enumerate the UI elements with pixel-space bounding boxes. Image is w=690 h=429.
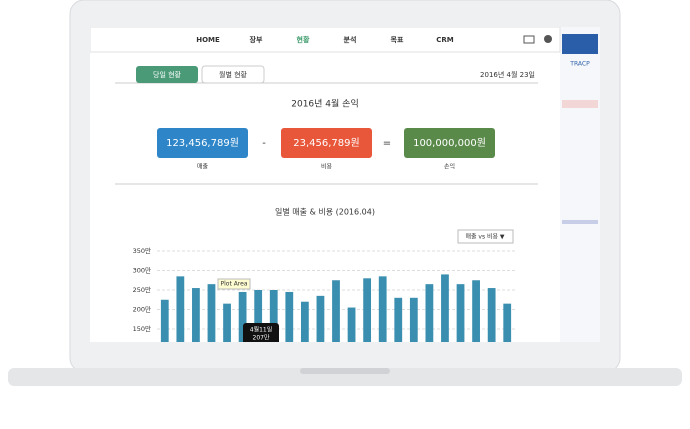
annotation-box xyxy=(217,278,251,290)
annotation: Plot Area xyxy=(220,281,247,288)
operator: = xyxy=(383,138,391,149)
side-panel xyxy=(560,27,600,342)
summary-box xyxy=(281,128,372,158)
bar xyxy=(503,303,512,342)
bar xyxy=(223,303,231,342)
bar xyxy=(363,278,372,342)
bar xyxy=(378,276,387,342)
bar xyxy=(472,280,480,342)
side-icons xyxy=(562,34,598,54)
tab[interactable] xyxy=(201,65,265,84)
chart-title: 일별 매출 & 비용 (2016.04) xyxy=(275,207,375,217)
side-row xyxy=(562,220,598,224)
y-tick-label: 200만 xyxy=(133,305,151,314)
nav-item[interactable]: 분석 xyxy=(344,35,357,44)
summary-value: 100,000,000원 xyxy=(413,137,486,149)
tab-label[interactable]: 월별 현황 xyxy=(219,70,248,79)
bar xyxy=(409,297,418,342)
nav-item[interactable]: 장부 xyxy=(250,35,263,44)
bar xyxy=(160,299,169,342)
dropdown-label[interactable]: 매출 vs 비용 ▼ xyxy=(465,233,504,241)
date: 2016년 4월 23일 xyxy=(480,70,535,79)
summary-title: 2016년 4월 손익 xyxy=(291,98,358,110)
tooltip-date: 4월11일 xyxy=(250,326,273,334)
nav-item[interactable]: 현황 xyxy=(297,35,310,44)
tooltip-box xyxy=(243,323,279,342)
summary-box xyxy=(404,128,495,158)
summary-value: 23,456,789원 xyxy=(293,137,359,149)
bar xyxy=(441,274,449,342)
nav-item[interactable]: 목표 xyxy=(391,35,404,44)
tab-label[interactable]: 당일 현황 xyxy=(153,70,182,79)
bar xyxy=(176,276,185,342)
summary-box xyxy=(157,128,248,158)
operator: - xyxy=(262,138,266,149)
mail-icon[interactable] xyxy=(523,35,535,44)
tab-active[interactable] xyxy=(136,66,198,83)
bar xyxy=(207,284,216,342)
y-tick-label: 150만 xyxy=(133,324,151,333)
side-row xyxy=(562,100,598,108)
bar xyxy=(192,288,200,342)
bar xyxy=(347,307,356,342)
laptop-base xyxy=(8,368,682,386)
bar xyxy=(254,290,263,342)
hinge xyxy=(300,368,390,374)
summary-label: 매출 xyxy=(197,163,209,171)
bar xyxy=(487,288,496,342)
bar xyxy=(269,290,278,342)
settings-icon[interactable] xyxy=(544,35,552,43)
summary-value: 123,456,789원 xyxy=(166,137,239,149)
bar xyxy=(238,291,247,342)
nav-bar xyxy=(90,27,561,53)
y-tick-label: 350만 xyxy=(133,246,151,255)
summary-label: 비용 xyxy=(321,163,333,171)
bar xyxy=(425,284,434,342)
bar xyxy=(332,280,340,342)
bar xyxy=(394,297,403,342)
summary-label: 손익 xyxy=(444,163,455,171)
bar xyxy=(285,291,294,342)
y-tick-label: 250만 xyxy=(133,285,151,294)
bar xyxy=(456,284,465,342)
tooltip-value: 207만 xyxy=(253,334,270,342)
bar xyxy=(316,295,325,342)
y-tick-label: 300만 xyxy=(133,266,151,275)
nav-item[interactable]: HOME xyxy=(196,36,220,44)
dropdown[interactable] xyxy=(457,229,514,244)
nav-item[interactable]: CRM xyxy=(436,36,454,44)
side-title: TRACP xyxy=(569,61,590,68)
bar xyxy=(300,301,309,342)
